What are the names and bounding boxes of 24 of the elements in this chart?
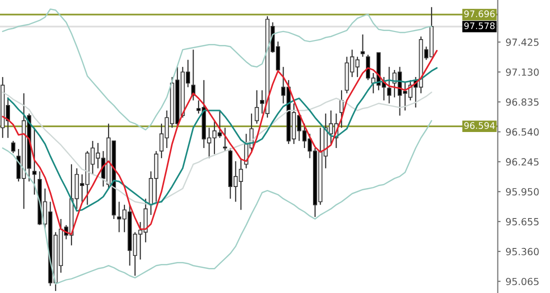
y-tick-label: 95.950 (506, 188, 539, 196)
candlestick (387, 66, 392, 104)
y-tick-label: 95.065 (506, 278, 539, 286)
y-tick-label: 95.360 (506, 248, 539, 256)
line-series (2, 8, 432, 130)
candlestick (11, 140, 16, 154)
line-series (2, 120, 432, 284)
ref-line-label: 97.696 (464, 10, 495, 18)
ref-line-label: 96.594 (464, 122, 495, 129)
line-series (2, 50, 438, 235)
y-tick-label: 96.245 (506, 158, 539, 166)
candlestick (32, 127, 36, 196)
line-series (2, 92, 432, 206)
y-tick-label: 97.130 (506, 68, 539, 76)
candlestick (360, 34, 365, 58)
y-tick-label: 96.540 (506, 128, 539, 136)
y-tick-label: 95.655 (506, 218, 539, 226)
candlestick (222, 127, 228, 152)
y-tick-label: 97.425 (506, 38, 539, 46)
candlestick (191, 49, 196, 101)
candlestick (254, 90, 259, 124)
ref-line-label: 97.578 (464, 22, 495, 30)
line-series (7, 67, 438, 212)
y-tick-label: 96.835 (506, 98, 539, 106)
